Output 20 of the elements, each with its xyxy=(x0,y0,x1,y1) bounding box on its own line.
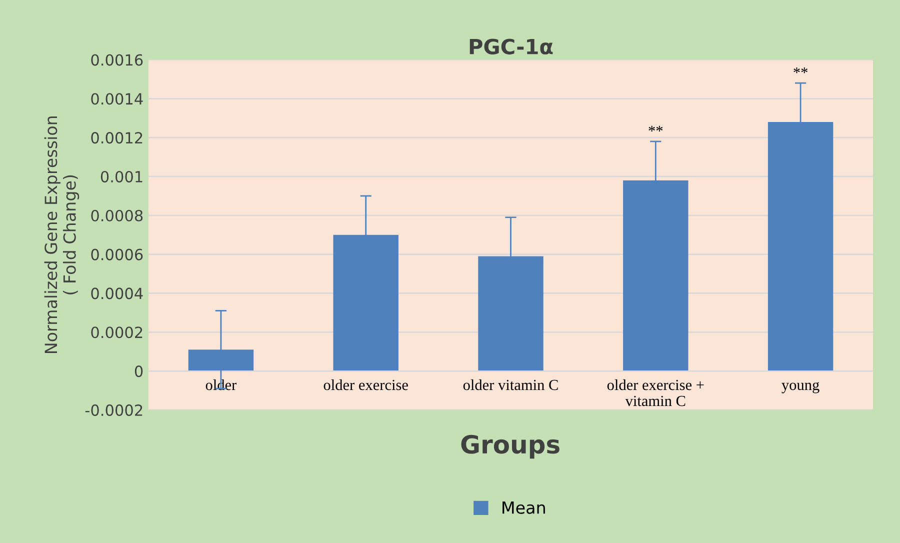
y-tick-label: 0.0006 xyxy=(91,248,143,260)
annotation: ** xyxy=(648,126,663,132)
annotation: ** xyxy=(794,68,808,74)
y-tick-label: 0.0016 xyxy=(91,54,143,66)
y-tick-label: 0.0008 xyxy=(91,210,143,222)
y-tick-label: 0.0004 xyxy=(91,288,143,300)
y-tick-label: 0.001 xyxy=(100,170,142,182)
y-tick-label: -0.0002 xyxy=(85,404,142,416)
y-axis-title: Normalized Gene Expression ( Fold Change) xyxy=(44,116,80,353)
y-tick-label: 0.0014 xyxy=(91,93,143,105)
y-tick-label: 0.0002 xyxy=(91,326,142,338)
x-tick-label: older exercise + vitamin C xyxy=(607,379,704,406)
y-tick-label: 0 xyxy=(134,366,143,378)
x-axis-title: Groups xyxy=(461,434,560,459)
x-tick-label: older exercise xyxy=(324,379,408,390)
y-tick-label: 0.0012 xyxy=(91,132,142,144)
chart-title: PGC-1α xyxy=(470,38,553,54)
x-tick-label: older vitamin C xyxy=(463,379,558,390)
x-tick-label: young xyxy=(782,382,820,394)
legend-label: Mean xyxy=(502,502,545,514)
